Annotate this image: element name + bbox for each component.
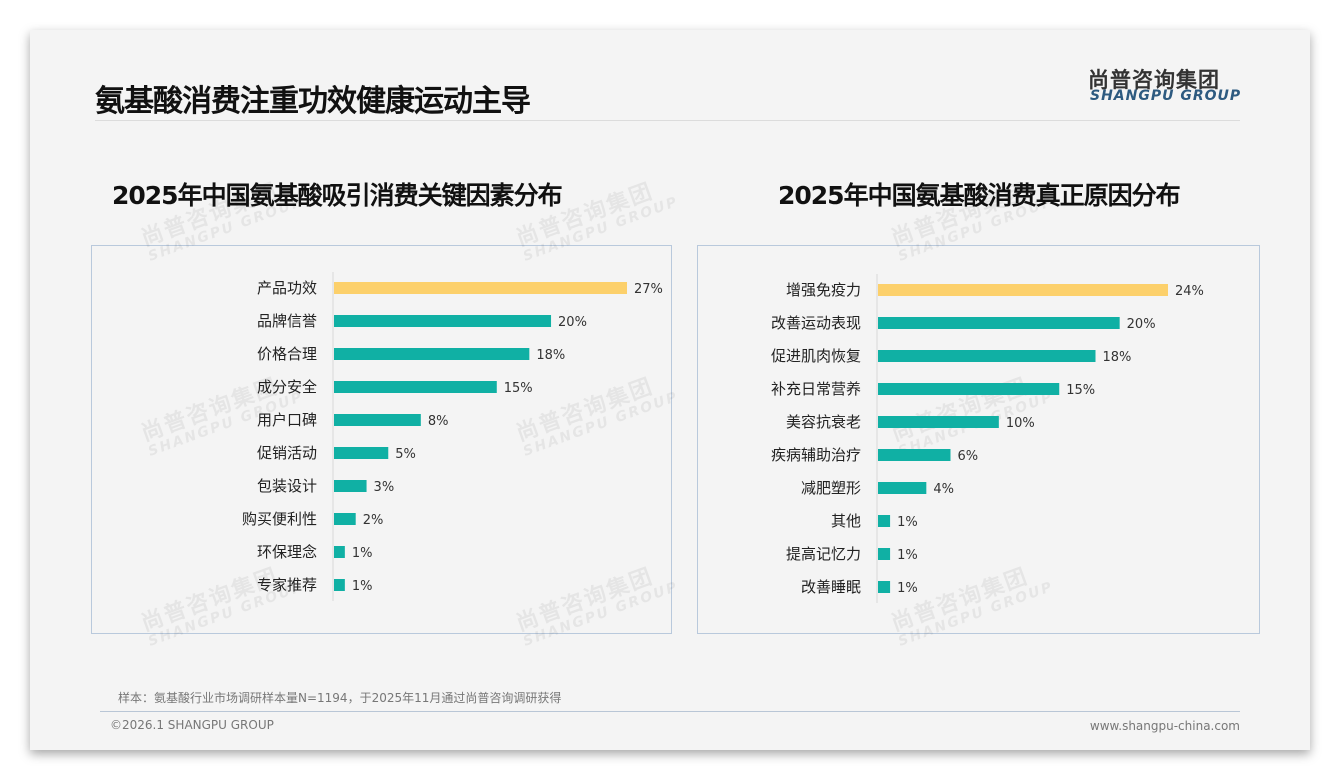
bar [334, 282, 627, 294]
data-label: 8% [428, 414, 449, 429]
bar [334, 315, 552, 327]
data-label: 1% [352, 579, 373, 594]
bar [878, 581, 891, 593]
bar [334, 480, 367, 492]
bar [878, 515, 891, 527]
bar [334, 414, 421, 426]
data-label: 10% [1006, 416, 1035, 431]
data-label: 6% [958, 449, 979, 464]
category-label: 用户口碑 [257, 411, 317, 429]
bar [334, 381, 497, 393]
category-label: 改善睡眠 [801, 578, 861, 596]
data-label: 1% [352, 546, 373, 561]
page-title: 氨基酸消费注重功效健康运动主导 [95, 84, 531, 119]
bar [878, 548, 891, 560]
bar [334, 546, 345, 558]
bar [334, 513, 356, 525]
bar [878, 482, 927, 494]
bar [334, 348, 530, 360]
category-label: 增强免疫力 [786, 281, 861, 299]
category-label: 改善运动表现 [771, 314, 861, 332]
chart-title-left: 2025年中国氨基酸吸引消费关键因素分布 [112, 181, 563, 210]
slide [30, 30, 1310, 750]
category-label: 减肥塑形 [801, 479, 861, 497]
category-label: 购买便利性 [242, 510, 317, 528]
category-label: 促销活动 [257, 444, 317, 462]
website: www.shangpu-china.com [1089, 719, 1240, 733]
category-label: 品牌信誉 [257, 312, 317, 330]
bar [878, 449, 951, 461]
logo-cn: 尚普咨询集团 [1088, 68, 1220, 92]
data-label: 27% [634, 282, 663, 297]
data-label: 18% [536, 348, 565, 363]
data-label: 1% [897, 581, 918, 596]
bar [878, 383, 1060, 395]
category-label: 提高记忆力 [786, 545, 861, 563]
category-label: 包装设计 [257, 477, 317, 495]
bar [334, 447, 389, 459]
data-label: 1% [897, 515, 918, 530]
data-label: 20% [1127, 317, 1156, 332]
data-label: 20% [558, 315, 587, 330]
bar [878, 284, 1168, 296]
title-divider [95, 120, 1240, 121]
category-label: 其他 [831, 512, 861, 530]
data-label: 15% [1066, 383, 1095, 398]
bar [878, 416, 999, 428]
category-label: 专家推荐 [257, 576, 317, 594]
category-label: 美容抗衰老 [786, 413, 861, 431]
data-label: 24% [1175, 284, 1204, 299]
data-label: 4% [933, 482, 954, 497]
footer-divider [100, 711, 1240, 712]
bar [334, 579, 345, 591]
bar [878, 317, 1120, 329]
data-label: 15% [504, 381, 533, 396]
chart-panel-right [697, 245, 1260, 634]
data-label: 5% [395, 447, 416, 462]
chart-title-right: 2025年中国氨基酸消费真正原因分布 [778, 181, 1181, 210]
data-label: 1% [897, 548, 918, 563]
copyright: ©2026.1 SHANGPU GROUP [110, 718, 274, 732]
sample-note: 样本：氨基酸行业市场调研样本量N=1194，于2025年11月通过尚普咨询调研获… [118, 691, 562, 705]
data-label: 2% [363, 513, 384, 528]
category-label: 促进肌肉恢复 [771, 347, 861, 365]
bar [878, 350, 1096, 362]
category-label: 成分安全 [257, 378, 317, 396]
logo-en: SHANGPU GROUP [1090, 88, 1242, 104]
chart-panel-left [91, 245, 672, 634]
category-label: 补充日常营养 [771, 380, 861, 398]
data-label: 3% [374, 480, 395, 495]
category-label: 价格合理 [257, 345, 317, 363]
category-label: 环保理念 [257, 543, 317, 561]
category-label: 疾病辅助治疗 [771, 446, 861, 464]
category-label: 产品功效 [257, 279, 317, 297]
data-label: 18% [1103, 350, 1132, 365]
